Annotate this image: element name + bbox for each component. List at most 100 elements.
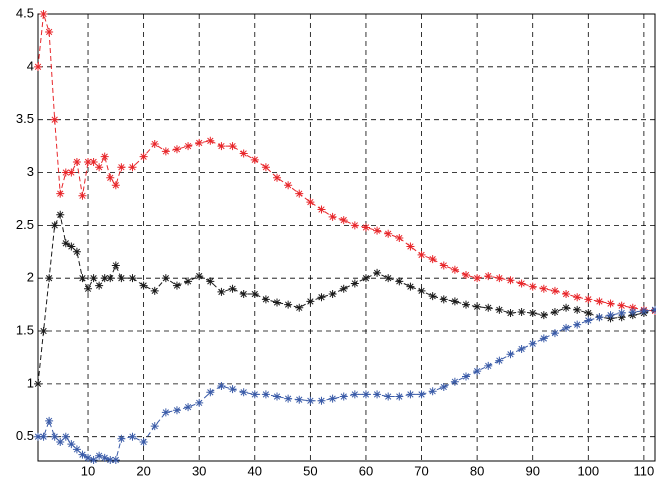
marker	[67, 168, 76, 177]
marker	[373, 226, 382, 235]
marker	[95, 451, 104, 460]
marker	[517, 279, 526, 288]
marker	[562, 290, 571, 299]
marker	[45, 416, 54, 425]
marker	[184, 277, 193, 286]
marker	[606, 311, 615, 320]
marker	[34, 379, 42, 388]
marker	[406, 242, 415, 251]
x-tick-label: 10	[81, 463, 95, 478]
marker	[161, 147, 170, 156]
marker	[473, 367, 482, 376]
marker	[239, 388, 248, 397]
marker	[111, 455, 120, 464]
marker	[295, 303, 304, 312]
marker	[550, 286, 559, 295]
marker	[184, 403, 193, 412]
marker	[150, 422, 159, 431]
marker	[100, 274, 109, 283]
x-tick-label: 50	[303, 463, 317, 478]
marker	[562, 323, 571, 332]
marker	[339, 216, 348, 225]
marker	[172, 145, 181, 154]
marker	[161, 408, 170, 417]
x-tick-label: 20	[136, 463, 150, 478]
marker	[56, 189, 65, 198]
marker	[361, 390, 370, 399]
marker	[428, 255, 437, 264]
marker	[195, 398, 204, 407]
marker	[417, 250, 426, 259]
marker	[117, 274, 126, 283]
marker	[106, 173, 115, 182]
marker	[417, 286, 426, 295]
marker	[384, 274, 393, 283]
marker	[61, 432, 70, 441]
marker	[78, 450, 87, 459]
marker	[651, 305, 656, 314]
marker	[128, 432, 137, 441]
marker	[395, 277, 404, 286]
marker	[406, 390, 415, 399]
marker	[150, 139, 159, 148]
marker	[373, 390, 382, 399]
marker	[428, 292, 437, 301]
marker	[462, 271, 471, 280]
marker	[111, 261, 120, 270]
marker	[306, 198, 315, 207]
marker	[261, 163, 270, 172]
marker	[61, 168, 70, 177]
marker	[384, 229, 393, 238]
marker	[406, 282, 415, 291]
marker	[128, 163, 137, 172]
marker	[539, 311, 548, 320]
marker	[100, 453, 109, 462]
marker	[395, 392, 404, 401]
x-tick-label: 110	[634, 463, 655, 478]
marker	[67, 440, 76, 449]
marker	[617, 309, 626, 318]
marker	[139, 281, 148, 290]
marker	[339, 392, 348, 401]
marker	[261, 295, 270, 304]
marker	[39, 327, 48, 336]
marker	[517, 308, 526, 316]
marker	[239, 149, 248, 158]
marker	[95, 163, 104, 172]
marker	[517, 344, 526, 353]
marker	[528, 339, 537, 348]
y-tick-label: 1	[27, 375, 34, 390]
marker	[78, 274, 87, 283]
marker	[439, 261, 448, 270]
marker	[462, 372, 471, 381]
marker	[250, 155, 259, 164]
marker	[595, 297, 604, 306]
marker	[250, 290, 259, 299]
marker	[539, 284, 548, 293]
x-tick-label: 90	[525, 463, 539, 478]
marker	[84, 284, 93, 293]
marker	[195, 138, 204, 147]
marker	[89, 455, 98, 464]
marker	[550, 329, 559, 338]
marker	[89, 274, 98, 283]
marker	[45, 27, 54, 36]
y-tick-label: 4	[27, 58, 34, 73]
marker	[473, 274, 482, 283]
marker	[56, 437, 65, 446]
marker	[128, 274, 137, 283]
marker	[217, 142, 226, 151]
marker	[395, 234, 404, 243]
y-tick-label: 0.5	[16, 428, 34, 443]
marker	[495, 356, 504, 365]
marker	[528, 309, 537, 318]
marker	[639, 306, 648, 315]
marker	[117, 434, 126, 443]
marker	[172, 406, 181, 415]
x-tick-label: 100	[577, 463, 599, 478]
marker	[100, 152, 109, 161]
marker	[473, 302, 482, 311]
y-tick-label: 4.5	[16, 5, 34, 20]
marker	[206, 277, 215, 286]
marker	[484, 303, 493, 312]
